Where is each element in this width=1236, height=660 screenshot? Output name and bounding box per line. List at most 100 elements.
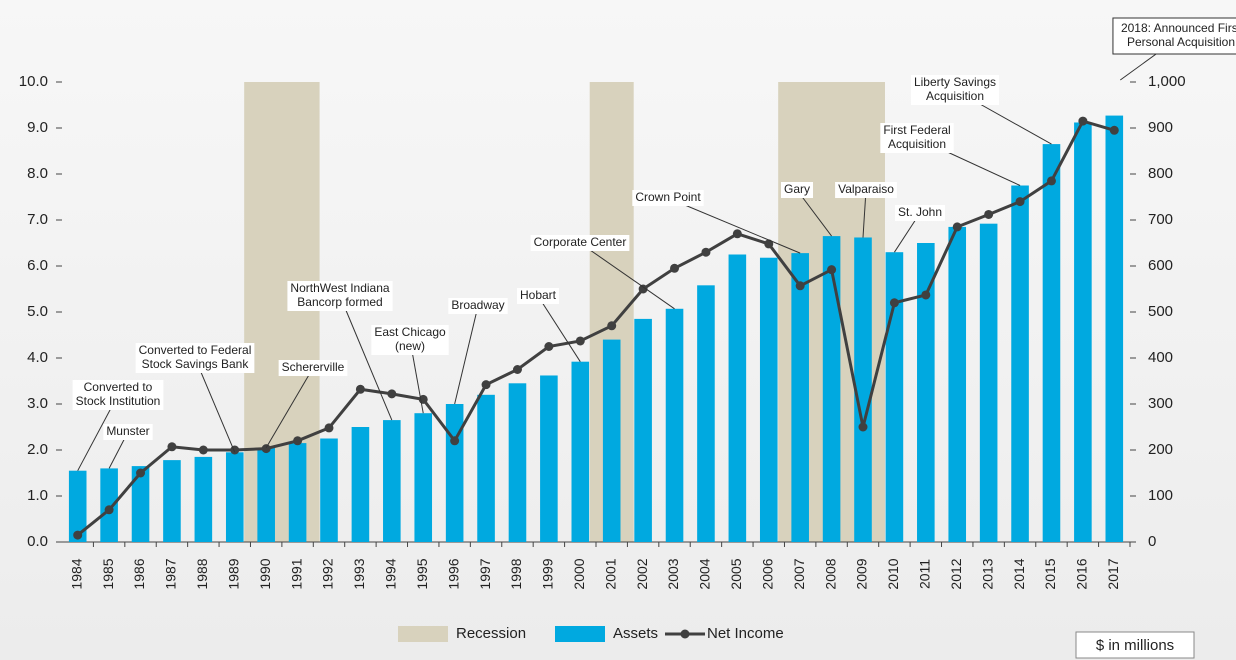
recession-band bbox=[244, 82, 320, 542]
net-income-point bbox=[701, 247, 711, 257]
bar bbox=[383, 420, 401, 542]
x-tick-label: 2008 bbox=[822, 558, 838, 589]
bar bbox=[917, 243, 935, 542]
y-tick-label: 7.0 bbox=[27, 211, 48, 228]
annotation-box bbox=[72, 380, 164, 410]
net-income-point bbox=[732, 229, 742, 239]
x-tick-label: 2012 bbox=[948, 558, 964, 589]
y2-tick-label: 500 bbox=[1148, 303, 1173, 320]
y-tick-label: 1.0 bbox=[27, 487, 48, 504]
net-income-point bbox=[575, 336, 585, 346]
bar bbox=[1011, 185, 1029, 542]
net-income-point bbox=[324, 423, 334, 433]
bar bbox=[320, 438, 338, 542]
annotation-text: Acquisition bbox=[888, 137, 946, 151]
annotation-box bbox=[530, 235, 630, 251]
annotation-text: Converted to bbox=[84, 380, 153, 394]
bar bbox=[697, 285, 715, 542]
x-tick-label: 1995 bbox=[414, 558, 430, 589]
net-income-point bbox=[198, 445, 208, 455]
annotation-text: Liberty Savings bbox=[914, 75, 996, 89]
annotation-text: First Federal bbox=[883, 123, 950, 137]
bar bbox=[477, 394, 495, 542]
net-income-point bbox=[764, 239, 774, 249]
net-income-point bbox=[889, 298, 899, 308]
annotation-text: Acquisition bbox=[926, 89, 984, 103]
net-income-point bbox=[450, 436, 460, 446]
y2-tick-label: 0 bbox=[1148, 533, 1156, 550]
annotation-box bbox=[287, 281, 393, 311]
y2-tick-label: 100 bbox=[1148, 487, 1173, 504]
net-income-point bbox=[921, 290, 931, 300]
annotation-text: Munster bbox=[106, 424, 149, 438]
net-income-point bbox=[261, 444, 271, 454]
x-tick-label: 2016 bbox=[1074, 558, 1090, 589]
callout-line bbox=[339, 295, 393, 421]
annotation-text: Crown Point bbox=[635, 190, 701, 204]
bar bbox=[948, 226, 967, 542]
annotation-text: NorthWest Indiana bbox=[290, 281, 389, 295]
bar bbox=[163, 460, 181, 542]
bar bbox=[885, 252, 904, 542]
x-tick-label: 2003 bbox=[665, 558, 681, 589]
x-tick-label: 1984 bbox=[68, 558, 84, 589]
net-income-point bbox=[104, 505, 114, 515]
bar bbox=[1105, 115, 1124, 542]
net-income-point bbox=[136, 468, 146, 478]
bar bbox=[634, 318, 652, 542]
net-income-point bbox=[481, 380, 491, 390]
net-income-point bbox=[1015, 197, 1025, 207]
legend-swatch bbox=[680, 629, 690, 639]
x-tick-label: 1990 bbox=[257, 558, 273, 589]
annotation-box bbox=[371, 325, 449, 355]
annotation-text: Personal Acquisition bbox=[1127, 35, 1235, 49]
net-income-point bbox=[638, 284, 648, 294]
x-tick-label: 2002 bbox=[634, 558, 650, 589]
bar bbox=[728, 254, 747, 542]
y-tick-label: 2.0 bbox=[27, 441, 48, 458]
bar bbox=[68, 470, 87, 542]
legend-swatch bbox=[555, 626, 605, 642]
x-tick-label: 1991 bbox=[288, 558, 304, 589]
annotation-text: St. John bbox=[898, 205, 942, 219]
annotation-box bbox=[516, 288, 560, 304]
annotation-text: Hobart bbox=[520, 288, 557, 302]
callout-line bbox=[667, 197, 801, 254]
bar bbox=[1042, 144, 1061, 542]
annotation-text: Bancorp formed bbox=[297, 295, 382, 309]
bar bbox=[257, 447, 275, 542]
x-tick-label: 2004 bbox=[697, 558, 713, 589]
x-tick-label: 2011 bbox=[917, 559, 933, 589]
note-box bbox=[1075, 631, 1195, 659]
bar bbox=[791, 253, 809, 542]
annotation-text: (new) bbox=[395, 339, 425, 353]
x-tick-label: 2009 bbox=[854, 558, 870, 589]
x-tick-label: 1986 bbox=[131, 558, 147, 589]
annotation-box bbox=[894, 205, 946, 221]
bar bbox=[854, 237, 872, 543]
x-tick-label: 1989 bbox=[225, 558, 241, 589]
callout-line bbox=[265, 367, 314, 448]
bar bbox=[351, 427, 370, 542]
y2-tick-label: 400 bbox=[1148, 349, 1173, 366]
x-tick-label: 2017 bbox=[1105, 558, 1121, 589]
bar bbox=[979, 223, 998, 542]
annotation-text: Corporate Center bbox=[534, 235, 627, 249]
y2-tick-label: 900 bbox=[1148, 119, 1173, 136]
y2-tick-label: 1,000 bbox=[1148, 73, 1186, 90]
bar bbox=[540, 375, 558, 542]
bar bbox=[759, 257, 778, 542]
y-tick-label: 5.0 bbox=[27, 303, 48, 320]
annotation-box bbox=[135, 343, 255, 373]
net-income-point bbox=[167, 442, 177, 452]
callout-line bbox=[537, 295, 581, 362]
annotation-text: Broadway bbox=[451, 298, 504, 312]
bar bbox=[100, 468, 118, 542]
annotation-text: East Chicago bbox=[374, 325, 446, 339]
net-income-line bbox=[76, 119, 1115, 537]
y-tick-label: 9.0 bbox=[27, 119, 48, 136]
x-tick-label: 1996 bbox=[445, 558, 461, 589]
net-income-point bbox=[544, 342, 554, 351]
x-tick-label: 1993 bbox=[351, 558, 367, 589]
